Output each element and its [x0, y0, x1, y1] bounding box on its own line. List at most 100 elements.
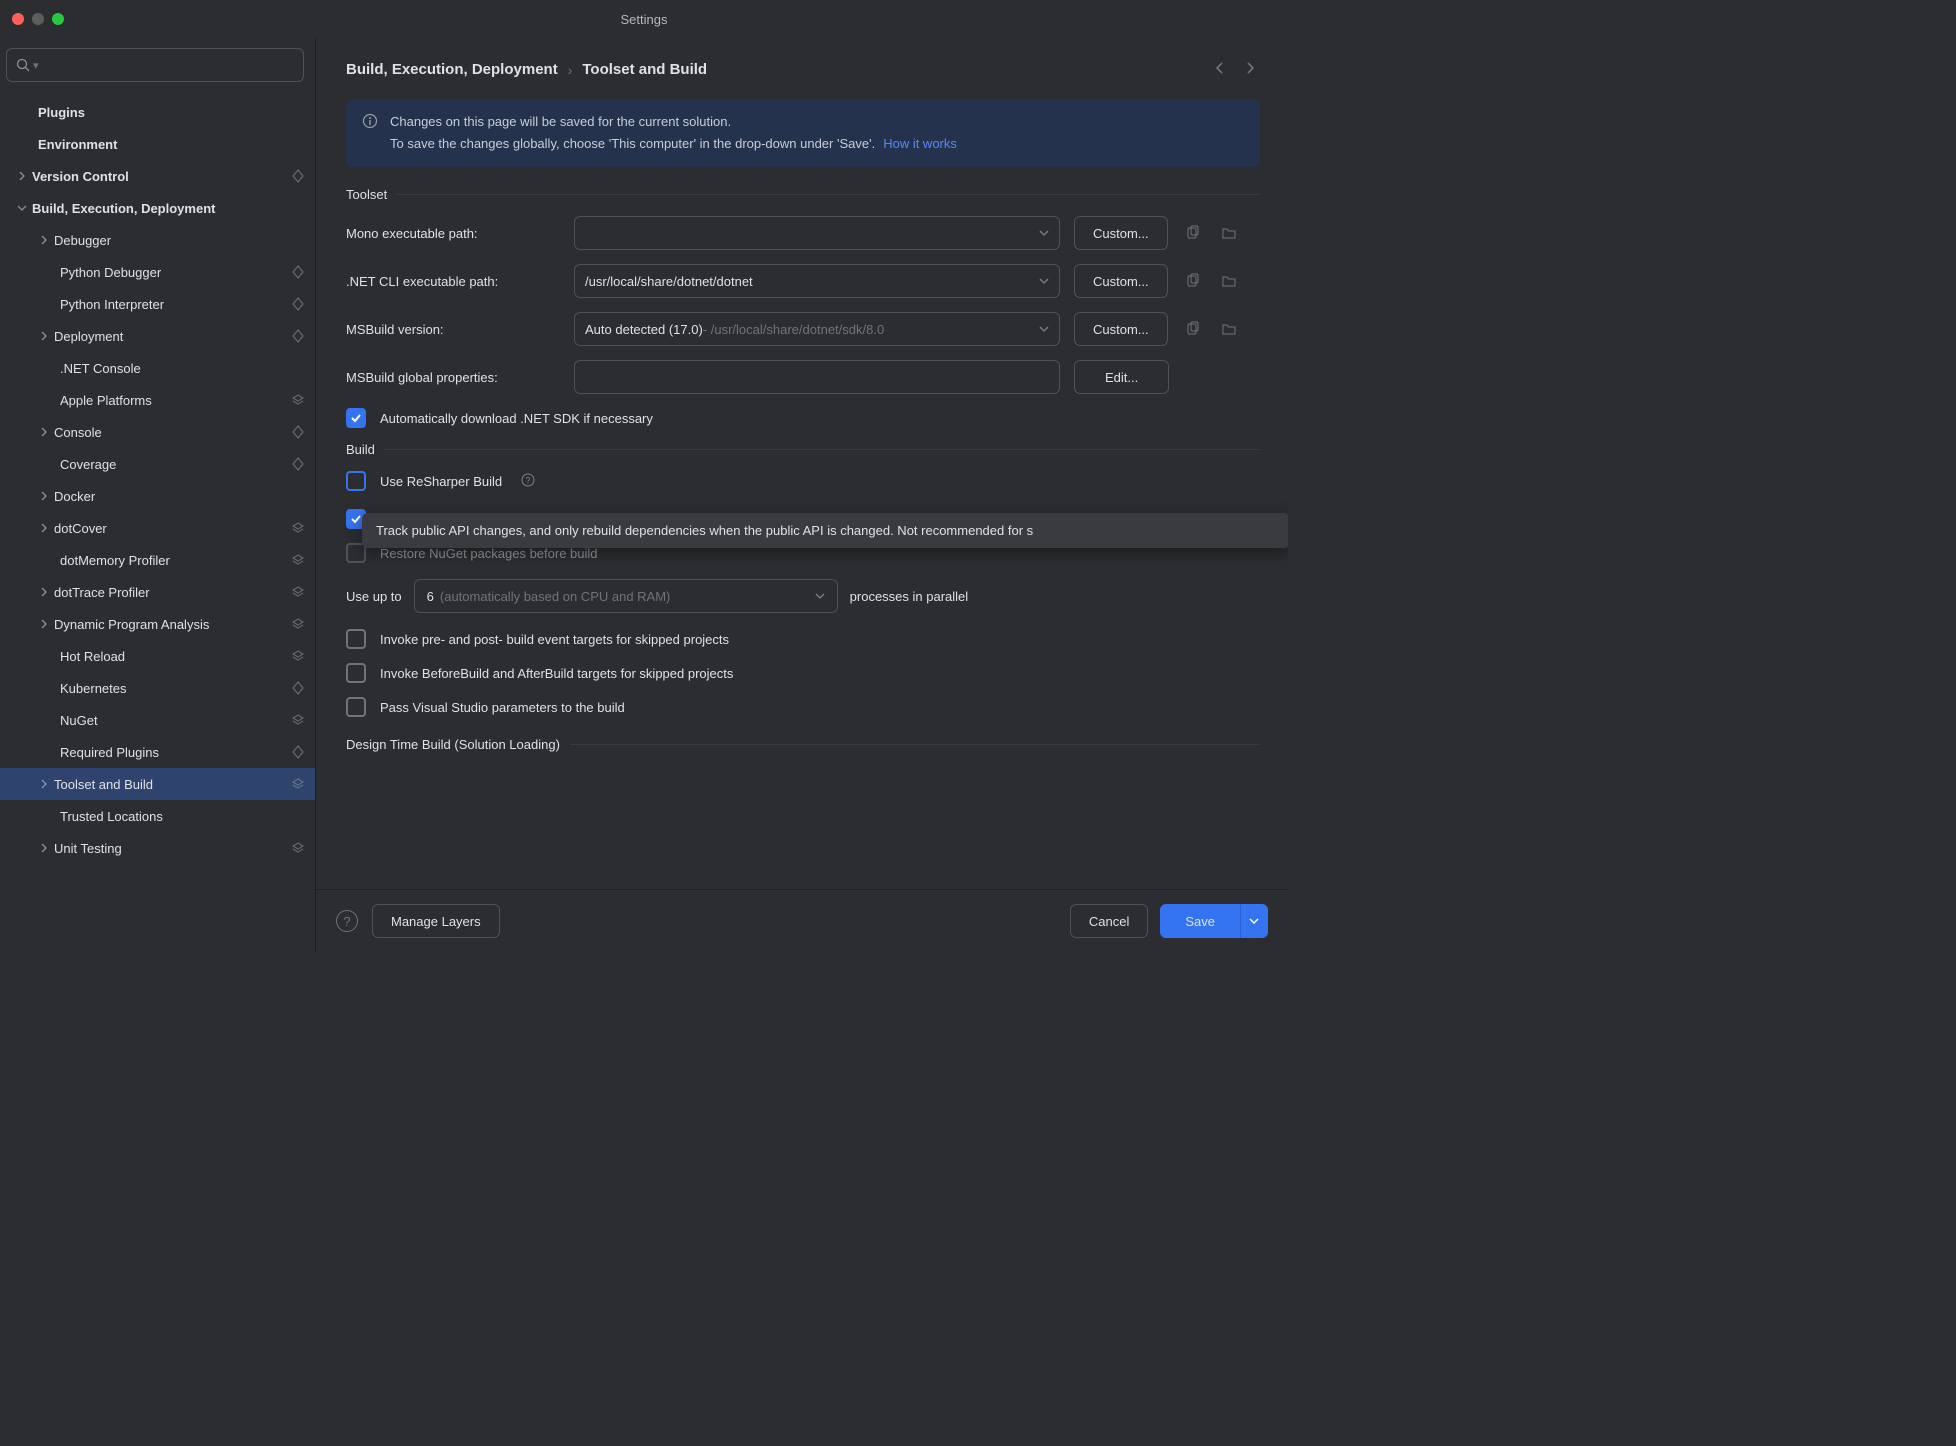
breadcrumb-separator: › — [568, 62, 573, 78]
resharper-build-tooltip: Track public API changes, and only rebui… — [362, 513, 1288, 548]
sidebar-item-label: Required Plugins — [0, 745, 287, 760]
close-window-icon[interactable] — [12, 13, 24, 25]
scope-badge-icon — [291, 457, 305, 471]
section-design-time: Design Time Build (Solution Loading) — [346, 737, 1260, 752]
mono-custom-button[interactable]: Custom... — [1074, 216, 1168, 250]
chevron-right-icon — [36, 843, 52, 853]
info-banner: Changes on this page will be saved for t… — [346, 99, 1260, 167]
chevron-right-icon — [36, 523, 52, 533]
sidebar-item-build-execution-deployment[interactable]: Build, Execution, Deployment — [0, 192, 315, 224]
layers-badge-icon — [291, 777, 305, 791]
parallel-processes-select[interactable]: 6 (automatically based on CPU and RAM) — [414, 579, 838, 613]
sidebar-item-label: Python Interpreter — [0, 297, 287, 312]
breadcrumb-current: Toolset and Build — [582, 61, 707, 78]
settings-tree: Plugins Environment Version Control Build, … — [0, 92, 315, 952]
sidebar-item-label: Version Control — [32, 169, 287, 184]
layers-badge-icon — [291, 617, 305, 631]
section-build: Build — [346, 442, 1260, 457]
info-icon — [362, 113, 378, 155]
msbuild-globals-label: MSBuild global properties: — [346, 370, 560, 385]
help-button[interactable]: ? — [336, 910, 358, 932]
dotnet-path-label: .NET CLI executable path: — [346, 274, 560, 289]
how-it-works-link[interactable]: How it works — [883, 136, 957, 151]
mono-path-label: Mono executable path: — [346, 226, 560, 241]
window-controls — [12, 13, 64, 25]
sidebar-item--net-console[interactable]: .NET Console — [0, 352, 315, 384]
sidebar-item-coverage[interactable]: Coverage — [0, 448, 315, 480]
sidebar-item-environment[interactable]: Environment — [0, 128, 315, 160]
sidebar-item-hot-reload[interactable]: Hot Reload — [0, 640, 315, 672]
mono-path-select[interactable] — [574, 216, 1060, 250]
content-header: Build, Execution, Deployment › Toolset a… — [316, 38, 1288, 91]
folder-icon[interactable] — [1218, 222, 1240, 244]
folder-icon[interactable] — [1218, 318, 1240, 340]
search-icon — [15, 57, 31, 73]
msbuild-globals-edit-button[interactable]: Edit... — [1074, 360, 1169, 394]
sidebar-item-console[interactable]: Console — [0, 416, 315, 448]
folder-icon[interactable] — [1218, 270, 1240, 292]
sidebar-item-python-debugger[interactable]: Python Debugger — [0, 256, 315, 288]
scope-badge-icon — [291, 745, 305, 759]
manage-layers-button[interactable]: Manage Layers — [372, 904, 500, 938]
auto-download-sdk-checkbox[interactable] — [346, 408, 366, 428]
sidebar-item-label: NuGet — [0, 713, 287, 728]
copy-icon[interactable] — [1182, 222, 1204, 244]
sidebar-item-kubernetes[interactable]: Kubernetes — [0, 672, 315, 704]
sidebar-item-python-interpreter[interactable]: Python Interpreter — [0, 288, 315, 320]
help-icon[interactable]: ? — [520, 472, 536, 491]
msbuild-globals-input[interactable] — [574, 360, 1060, 394]
copy-icon[interactable] — [1182, 270, 1204, 292]
search-input[interactable]: ▾ — [6, 48, 304, 82]
minimize-window-icon[interactable] — [32, 13, 44, 25]
sidebar-item-docker[interactable]: Docker — [0, 480, 315, 512]
sidebar-item-dotmemory-profiler[interactable]: dotMemory Profiler — [0, 544, 315, 576]
sidebar-item-toolset-and-build[interactable]: Toolset and Build — [0, 768, 315, 800]
msbuild-custom-button[interactable]: Custom... — [1074, 312, 1168, 346]
chevron-right-icon — [36, 779, 52, 789]
save-dropdown-button[interactable] — [1240, 904, 1268, 938]
sidebar-item-deployment[interactable]: Deployment — [0, 320, 315, 352]
save-button[interactable]: Save — [1160, 904, 1240, 938]
nav-forward-icon[interactable] — [1242, 60, 1258, 79]
sidebar-item-label: Build, Execution, Deployment — [32, 201, 305, 216]
sidebar-item-dotcover[interactable]: dotCover — [0, 512, 315, 544]
sidebar-item-trusted-locations[interactable]: Trusted Locations — [0, 800, 315, 832]
sidebar-item-plugins[interactable]: Plugins — [0, 96, 315, 128]
dotnet-custom-button[interactable]: Custom... — [1074, 264, 1168, 298]
sidebar-item-label: Plugins — [0, 105, 305, 120]
sidebar-item-dottrace-profiler[interactable]: dotTrace Profiler — [0, 576, 315, 608]
sidebar-item-label: Debugger — [54, 233, 305, 248]
chevron-right-icon — [36, 427, 52, 437]
use-resharper-build-checkbox[interactable] — [346, 471, 366, 491]
sidebar-item-nuget[interactable]: NuGet — [0, 704, 315, 736]
sidebar-item-version-control[interactable]: Version Control — [0, 160, 315, 192]
parallel-suffix-label: processes in parallel — [850, 589, 969, 604]
sidebar-item-label: .NET Console — [0, 361, 305, 376]
scope-badge-icon — [291, 425, 305, 439]
chevron-down-icon — [14, 203, 30, 213]
breadcrumb-parent[interactable]: Build, Execution, Deployment — [346, 61, 558, 78]
zoom-window-icon[interactable] — [52, 13, 64, 25]
sidebar-item-debugger[interactable]: Debugger — [0, 224, 315, 256]
sidebar-item-dynamic-program-analysis[interactable]: Dynamic Program Analysis — [0, 608, 315, 640]
pass-vs-params-checkbox[interactable] — [346, 697, 366, 717]
msbuild-version-select[interactable]: Auto detected (17.0) - /usr/local/share/… — [574, 312, 1060, 346]
sidebar-item-apple-platforms[interactable]: Apple Platforms — [0, 384, 315, 416]
banner-line2: To save the changes globally, choose 'Th… — [390, 136, 875, 151]
chevron-right-icon — [14, 171, 30, 181]
chevron-right-icon — [36, 331, 52, 341]
cancel-button[interactable]: Cancel — [1070, 904, 1148, 938]
invoke-before-after-checkbox[interactable] — [346, 663, 366, 683]
layers-badge-icon — [291, 521, 305, 535]
copy-icon[interactable] — [1182, 318, 1204, 340]
sidebar-item-label: Deployment — [54, 329, 287, 344]
sidebar-item-unit-testing[interactable]: Unit Testing — [0, 832, 315, 864]
sidebar-item-label: Docker — [54, 489, 305, 504]
sidebar-item-label: Hot Reload — [0, 649, 287, 664]
dotnet-path-select[interactable]: /usr/local/share/dotnet/dotnet — [574, 264, 1060, 298]
sidebar-item-label: Python Debugger — [0, 265, 287, 280]
sidebar-item-required-plugins[interactable]: Required Plugins — [0, 736, 315, 768]
invoke-pre-post-checkbox[interactable] — [346, 629, 366, 649]
scope-badge-icon — [291, 265, 305, 279]
nav-back-icon[interactable] — [1212, 60, 1228, 79]
